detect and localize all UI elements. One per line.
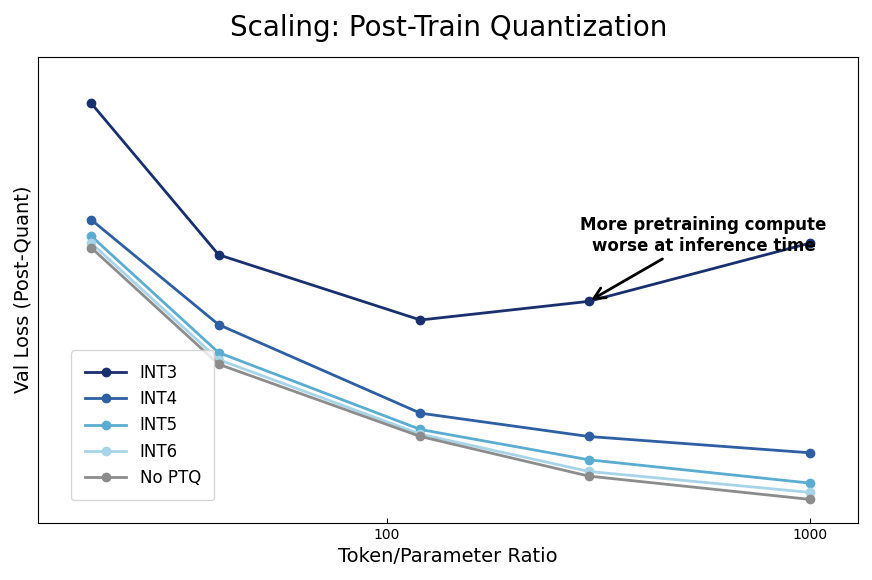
INT3	[583, 298, 594, 305]
Line: INT6: INT6	[87, 239, 814, 496]
No PTQ	[214, 361, 224, 368]
Title: Scaling: Post-Train Quantization: Scaling: Post-Train Quantization	[229, 14, 667, 42]
No PTQ	[86, 244, 97, 251]
INT3	[805, 240, 815, 246]
X-axis label: Token/Parameter Ratio: Token/Parameter Ratio	[338, 547, 558, 566]
INT3	[86, 100, 97, 107]
No PTQ	[583, 473, 594, 480]
INT3	[214, 251, 224, 258]
INT4	[583, 433, 594, 440]
INT5	[214, 349, 224, 356]
INT4	[415, 409, 426, 416]
Line: INT4: INT4	[87, 216, 814, 457]
Line: No PTQ: No PTQ	[87, 244, 814, 503]
INT5	[805, 480, 815, 487]
Legend: INT3, INT4, INT5, INT6, No PTQ: INT3, INT4, INT5, INT6, No PTQ	[72, 350, 215, 501]
INT5	[415, 426, 426, 433]
No PTQ	[805, 496, 815, 503]
INT3	[415, 317, 426, 324]
INT5	[583, 456, 594, 463]
INT4	[214, 321, 224, 328]
Line: INT5: INT5	[87, 232, 814, 487]
INT4	[805, 450, 815, 456]
Y-axis label: Val Loss (Post-Quant): Val Loss (Post-Quant)	[14, 186, 33, 393]
Line: INT3: INT3	[87, 99, 814, 324]
INT4	[86, 216, 97, 223]
Text: More pretraining compute
worse at inference time: More pretraining compute worse at infere…	[580, 216, 827, 299]
INT5	[86, 233, 97, 240]
INT6	[415, 431, 426, 438]
INT6	[86, 240, 97, 246]
INT6	[805, 489, 815, 496]
No PTQ	[415, 433, 426, 440]
INT6	[214, 356, 224, 363]
INT6	[583, 468, 594, 475]
